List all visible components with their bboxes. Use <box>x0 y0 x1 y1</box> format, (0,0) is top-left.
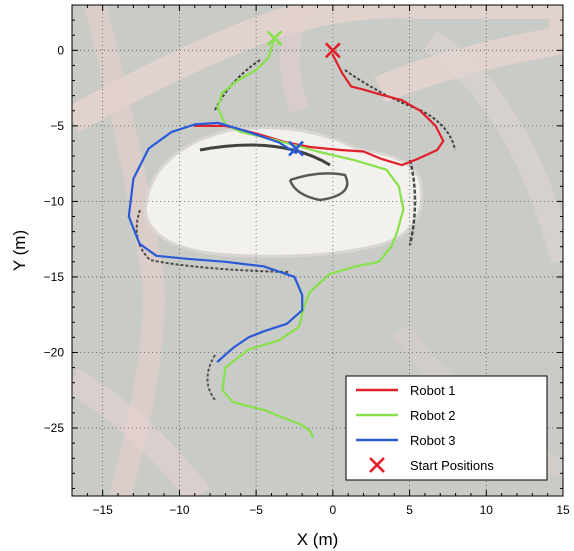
y-tick-label: −15 <box>44 270 65 284</box>
start-marker-robot-3 <box>288 140 304 157</box>
y-axis-label: Y (m) <box>10 230 29 271</box>
legend-x-marker <box>369 457 385 473</box>
x-axis-label: X (m) <box>297 530 339 549</box>
x-tick-label: −5 <box>249 503 263 517</box>
series-line-robot-3 <box>127 121 304 363</box>
y-tick-label: 0 <box>57 43 64 57</box>
x-tick-label: 10 <box>480 503 494 517</box>
x-tick-label: 5 <box>406 503 413 517</box>
y-tick-label: −5 <box>50 119 64 133</box>
legend-marker-start-positions <box>369 457 385 473</box>
y-tick-label: −10 <box>44 194 65 208</box>
legend-label-robot-1: Robot 1 <box>410 383 456 398</box>
legend-label-start-positions: Start Positions <box>410 458 494 473</box>
legend-label-robot-3: Robot 3 <box>410 433 456 448</box>
aerial-map-background <box>72 5 563 496</box>
legend-label-robot-2: Robot 2 <box>410 408 456 423</box>
legend: Robot 1 Robot 2 Robot 3 Start Positions <box>345 375 548 481</box>
start-markers <box>266 30 341 157</box>
x-tick-label: 15 <box>556 503 570 517</box>
x-tick-label: −10 <box>169 503 190 517</box>
start-marker-robot-1 <box>324 42 341 59</box>
y-tick-label: −20 <box>44 345 65 359</box>
x-tick-label: 0 <box>330 503 337 517</box>
y-tick-label: −25 <box>44 421 65 435</box>
axes: −15 −10 −5 0 5 10 15 0 −5 −10 −15 −20 −25 <box>44 4 570 517</box>
x-tick-label: −15 <box>93 503 114 517</box>
start-marker-robot-2 <box>266 30 283 47</box>
series-line-robot-2 <box>216 37 405 439</box>
